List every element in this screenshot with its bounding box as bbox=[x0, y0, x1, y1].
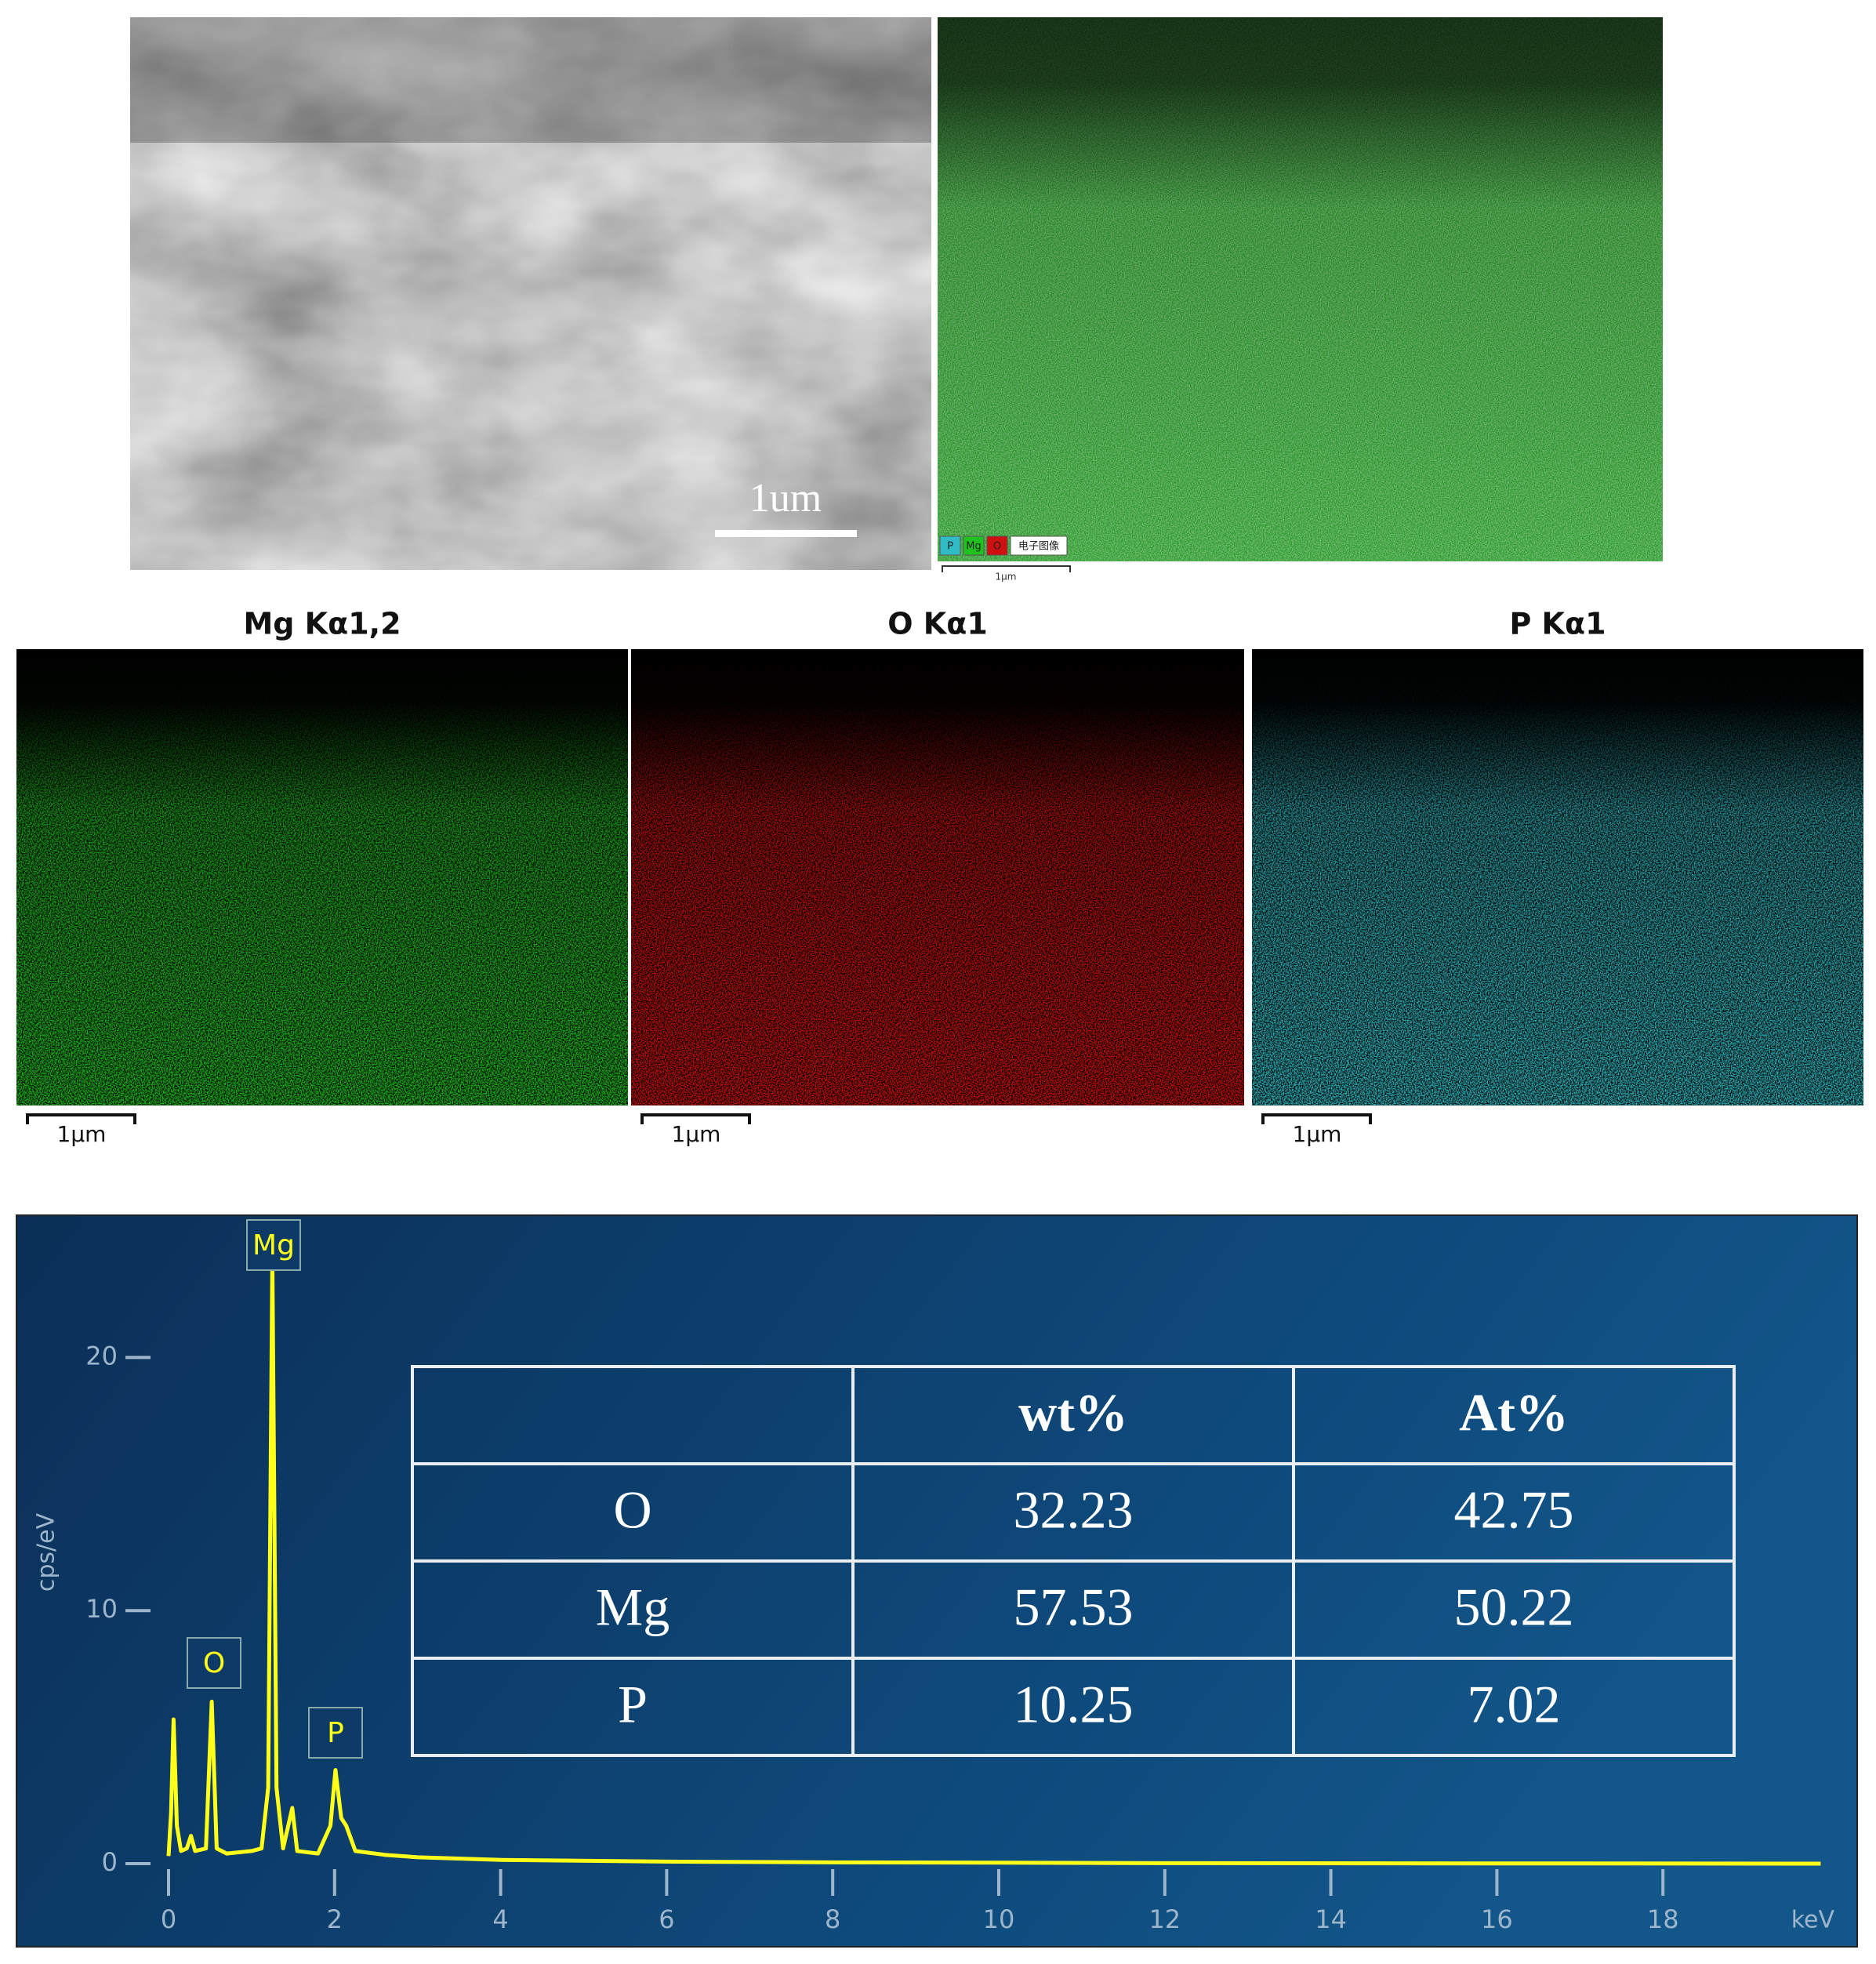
y-tick-label: 20 bbox=[85, 1341, 118, 1370]
table-cell: 7.02 bbox=[1468, 1675, 1561, 1734]
map-title: O Kα1 bbox=[887, 607, 988, 641]
scale-bar bbox=[1261, 1113, 1372, 1124]
table-cell: 42.75 bbox=[1454, 1480, 1574, 1540]
table-cell: O bbox=[613, 1480, 651, 1540]
y-tick-label: 10 bbox=[85, 1594, 118, 1624]
legend-swatch bbox=[1010, 535, 1068, 556]
scale-bar bbox=[26, 1113, 136, 1124]
spectrum-panel: 0 2 4 6 8 10 12 14 16 18 0 10 20 keV cps/eV Mg O Pwt% At% O… bbox=[16, 1214, 1858, 1948]
scale-label: 1um bbox=[749, 476, 822, 521]
sem-image: 1um bbox=[130, 17, 931, 570]
table-cell: P bbox=[618, 1675, 648, 1734]
y-tick-label: 0 bbox=[102, 1847, 118, 1877]
legend-label: P bbox=[947, 541, 953, 553]
peak-label-box bbox=[308, 1707, 363, 1759]
peak-label-box bbox=[246, 1219, 301, 1271]
scale-label: 1μm bbox=[996, 572, 1017, 583]
layered-image: P Mg O 电子图像 1μm bbox=[938, 17, 1663, 583]
x-tick-label: 14 bbox=[1315, 1904, 1347, 1934]
table-header: wt% bbox=[1018, 1383, 1128, 1443]
peak-label-box bbox=[187, 1637, 241, 1689]
map-title: Mg Kα1,2 bbox=[243, 607, 401, 641]
x-tick-label: 12 bbox=[1148, 1904, 1181, 1934]
x-tick-label: 18 bbox=[1647, 1904, 1679, 1934]
legend-label: Mg bbox=[966, 541, 981, 553]
scale-label: 1μm bbox=[672, 1121, 721, 1147]
map-title: P Kα1 bbox=[1509, 607, 1606, 641]
x-tick-label: 6 bbox=[659, 1904, 674, 1934]
y-axis-label: cps/eV bbox=[33, 1512, 60, 1592]
map-shade bbox=[16, 649, 628, 1105]
table-cell: 50.22 bbox=[1454, 1577, 1574, 1637]
legend-swatch bbox=[986, 535, 1008, 556]
peak-label: P bbox=[327, 1717, 344, 1749]
x-tick-label: 8 bbox=[825, 1904, 840, 1934]
table-header: At% bbox=[1459, 1383, 1569, 1443]
map-shade bbox=[1252, 649, 1863, 1105]
table-cell: Mg bbox=[596, 1577, 669, 1637]
legend-swatch bbox=[939, 535, 961, 556]
x-tick-label: 16 bbox=[1481, 1904, 1513, 1934]
x-axis-label: keV bbox=[1791, 1907, 1835, 1934]
scale-label: 1μm bbox=[1293, 1121, 1342, 1147]
legend-swatch bbox=[963, 535, 985, 556]
scale-label: 1μm bbox=[57, 1121, 107, 1147]
table-cell: 10.25 bbox=[1014, 1675, 1134, 1734]
table-cell: 57.53 bbox=[1014, 1577, 1134, 1637]
scale-bar bbox=[640, 1113, 751, 1124]
map-shade bbox=[631, 649, 1244, 1105]
legend-label: 电子图像 bbox=[1018, 541, 1059, 553]
legend-label: O bbox=[993, 541, 1001, 553]
peak-label: O bbox=[203, 1647, 225, 1679]
x-tick-label: 2 bbox=[327, 1904, 343, 1934]
x-tick-label: 10 bbox=[983, 1904, 1015, 1934]
table-cell: 32.23 bbox=[1014, 1480, 1134, 1540]
spectrum-line bbox=[166, 1254, 1821, 1866]
x-tick-label: 4 bbox=[492, 1904, 508, 1934]
x-tick-label: 0 bbox=[161, 1904, 176, 1934]
peak-label: Mg bbox=[252, 1229, 295, 1262]
